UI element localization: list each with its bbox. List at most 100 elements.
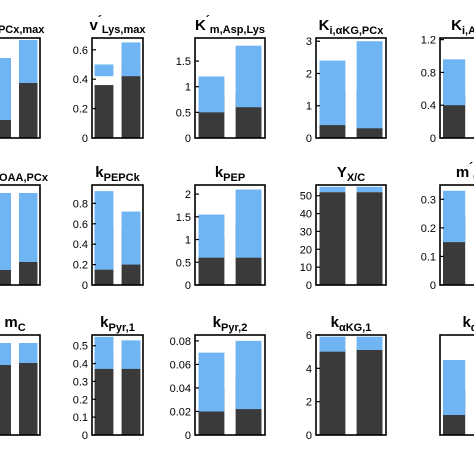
panel-title: m´C, [456, 160, 474, 183]
y-tick-label: 0.1 [421, 251, 436, 263]
panel-frame [439, 184, 474, 286]
bar-range [94, 191, 114, 270]
bar-dark [19, 83, 38, 138]
y-tick-label: 0.6 [73, 219, 88, 231]
y-tick-label: 0 [185, 430, 191, 442]
bar-range [319, 186, 346, 193]
bar-range [19, 343, 38, 363]
bar-range [319, 60, 346, 126]
bar-range [443, 59, 466, 106]
bar-range [356, 41, 383, 129]
y-tick-label: 0.08 [170, 336, 191, 348]
panel-frame [0, 37, 41, 139]
panel-7: 0 0.5 1 1.5 2 kPEP [176, 164, 266, 292]
panel-14: kα [439, 314, 474, 436]
y-tick-label: 0.06 [170, 359, 191, 371]
panel-title: kPyr,2 [213, 314, 248, 334]
bar-range [235, 189, 262, 258]
y-tick-label: 0.5 [176, 257, 191, 269]
panel-title: Ki,Asp [451, 17, 474, 37]
y-tick-label: 10 [300, 262, 312, 274]
panel-0: v´PCx,max [0, 24, 45, 139]
panel-5: Ki,OAA,PCx [0, 164, 49, 286]
panel-frame [439, 37, 474, 139]
panel-3: 0 1 2 3 Ki,αKG,PCx [306, 17, 387, 145]
y-tick-label: 0 [306, 133, 312, 145]
y-tick-label: 1 [185, 235, 191, 247]
y-tick-label: 50 [300, 191, 312, 203]
bar-dark [356, 192, 383, 285]
y-tick-label: 0 [82, 280, 88, 292]
panel-frame [194, 334, 266, 436]
y-tick-label: 0 [430, 133, 436, 145]
y-tick-label: 6 [306, 330, 312, 342]
bar-range [121, 42, 141, 77]
y-tick-label: 0.2 [73, 260, 88, 272]
y-tick-label: 0 [185, 280, 191, 292]
panel-frame [91, 184, 144, 286]
bar-range [0, 193, 11, 270]
y-tick-label: 0.6 [73, 45, 88, 57]
y-tick-label: 0 [306, 280, 312, 292]
y-tick-label: 0.2 [73, 104, 88, 116]
bar-range [19, 193, 38, 262]
panel-title: kPEP [215, 164, 245, 184]
panel-6: 0 0.2 0.4 0.6 0.8 kPEPCk [73, 164, 144, 292]
bar-range [235, 340, 262, 410]
bar-dark [0, 260, 11, 285]
y-tick-label: 0 [306, 430, 312, 442]
y-tick-label: 4 [306, 363, 312, 375]
y-tick-label: 2 [306, 68, 312, 80]
y-tick-label: 1.2 [421, 35, 436, 47]
bar-dark [121, 64, 141, 138]
bar-range [94, 336, 114, 369]
y-tick-label: 0 [185, 133, 191, 145]
panel-title: kPyr,1 [100, 314, 135, 334]
y-tick-label: 0.02 [170, 406, 191, 418]
bar-range [443, 190, 466, 243]
panel-title: v´Lys,max [90, 13, 147, 36]
bar-dark [19, 347, 38, 435]
panel-title: kPEPCk [95, 164, 140, 184]
panel-frame [315, 334, 387, 436]
bar-dark [443, 95, 466, 138]
panel-9: 0 0.1 0.2 0.3 m´C, [421, 160, 474, 292]
y-tick-label: 0.4 [73, 74, 88, 86]
bar-dark [94, 85, 114, 138]
y-tick-label: 20 [300, 244, 312, 256]
panel-title: Ki,OAA,PCx [0, 164, 49, 184]
y-tick-label: 0.8 [421, 67, 436, 79]
bar-range [356, 186, 383, 193]
bar-range [198, 214, 225, 258]
panel-10: mC [0, 314, 41, 436]
bar-dark [0, 360, 11, 435]
y-tick-label: 0.1 [73, 412, 88, 424]
y-tick-label: 0.2 [73, 394, 88, 406]
bar-range [94, 64, 114, 77]
y-tick-label: 0.4 [73, 239, 88, 251]
bar-dark [319, 192, 346, 285]
y-tick-label: 2 [306, 397, 312, 409]
y-tick-label: 0.4 [421, 100, 436, 112]
y-tick-label: 3 [306, 36, 312, 48]
bar-range [443, 360, 466, 415]
panel-4: 0 0.4 0.8 1.2 Ki,Asp [421, 17, 474, 145]
panel-frame [0, 334, 41, 436]
panel-2: 0 0.5 1 1.5 K´m,Asp,Lys [176, 13, 266, 145]
panel-frame [439, 334, 474, 436]
panel-frame [194, 37, 266, 139]
y-tick-label: 0.3 [73, 376, 88, 388]
bar-dark [94, 352, 114, 435]
panel-frame [315, 184, 387, 286]
y-tick-label: 1.5 [176, 212, 191, 224]
y-tick-label: 2 [185, 189, 191, 201]
panel-title: K´m,Asp,Lys [195, 13, 265, 36]
bar-range [235, 45, 262, 108]
panel-title: kα [462, 314, 474, 334]
panel-frame [91, 334, 144, 436]
y-tick-label: 0 [82, 430, 88, 442]
panel-title: mC [4, 314, 25, 334]
y-tick-label: 0.5 [176, 107, 191, 119]
y-tick-label: 0.04 [170, 383, 191, 395]
